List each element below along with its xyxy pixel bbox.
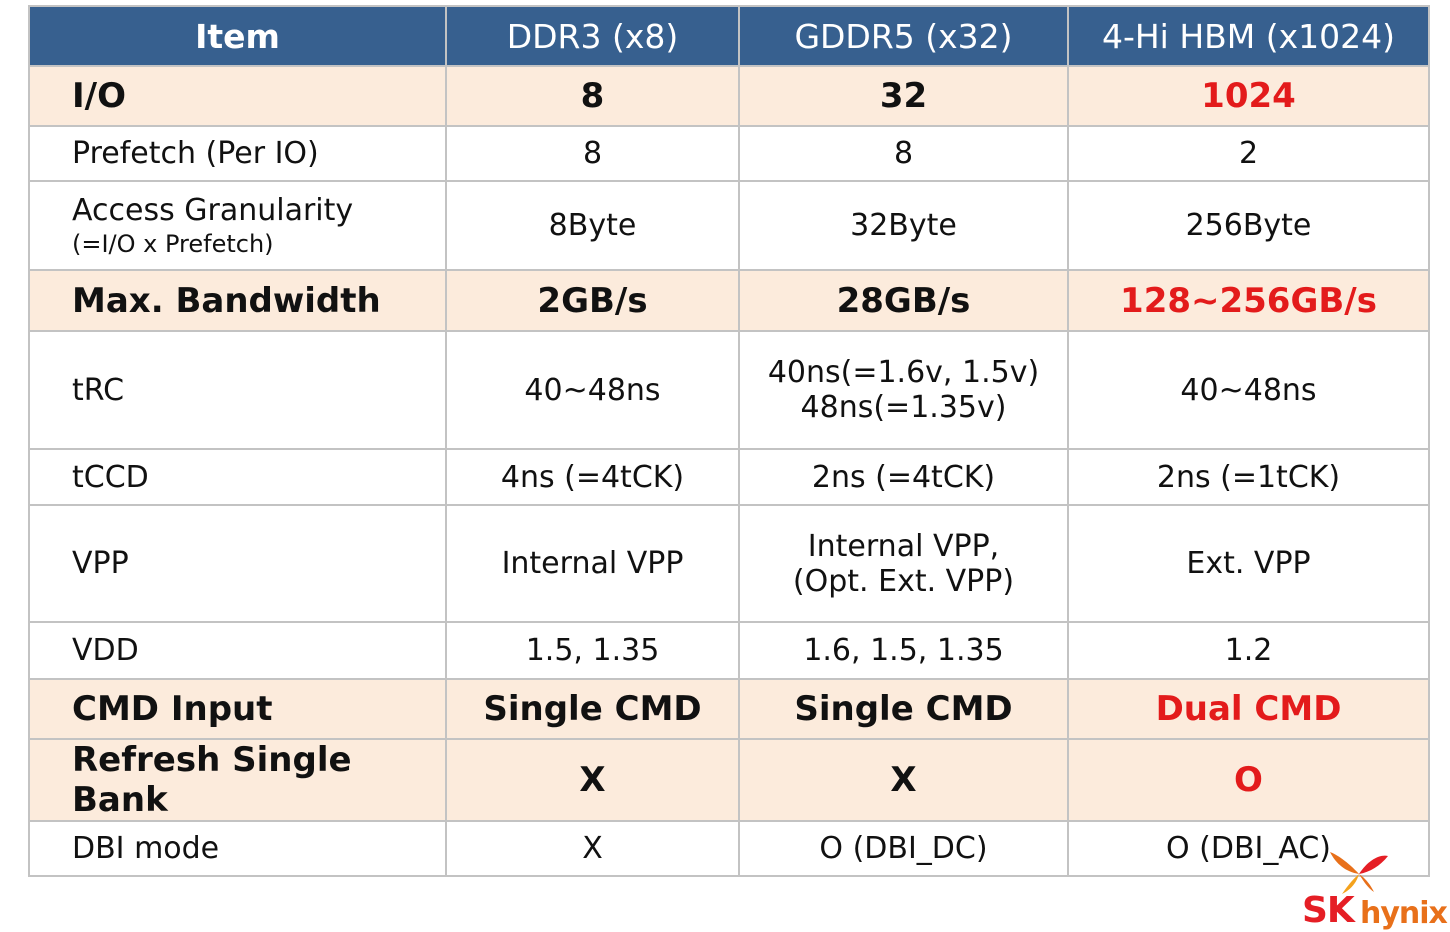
row-label: CMD Input <box>28 678 447 740</box>
cell-ddr3: X <box>445 738 740 822</box>
cell-ddr3: 4ns (=4tCK) <box>445 448 740 506</box>
row-tccd: tCCD 4ns (=4tCK) 2ns (=4tCK) 2ns (=1tCK) <box>28 448 1430 506</box>
cell-gddr5: X <box>738 738 1069 822</box>
row-label: VPP <box>28 504 447 623</box>
cell-gddr5: 32 <box>738 65 1069 127</box>
cell-gddr5-line-1: 40ns(=1.6v, 1.5v) <box>767 355 1040 390</box>
header-item: Item <box>28 5 447 67</box>
cell-hbm: 2ns (=1tCK) <box>1067 448 1430 506</box>
row-label: VDD <box>28 621 447 680</box>
logo-sk-text: SK <box>1302 890 1355 931</box>
row-prefetch: Prefetch (Per IO) 8 8 2 <box>28 125 1430 182</box>
cell-gddr5: 28GB/s <box>738 269 1069 332</box>
cell-ddr3: 8 <box>445 65 740 127</box>
row-label: Access Granularity <box>72 193 354 228</box>
cell-gddr5-line-2: 48ns(=1.35v) <box>800 390 1007 425</box>
butterfly-logo-icon <box>1330 852 1388 894</box>
row-access-granularity: Access Granularity (=I/O x Prefetch) 8By… <box>28 180 1430 271</box>
cell-gddr5: 2ns (=4tCK) <box>738 448 1069 506</box>
cell-hbm: Dual CMD <box>1067 678 1430 740</box>
cell-gddr5: 40ns(=1.6v, 1.5v) 48ns(=1.35v) <box>738 330 1069 450</box>
cell-ddr3: 1.5, 1.35 <box>445 621 740 680</box>
row-label: Refresh Single Bank <box>28 738 447 822</box>
header-ddr3: DDR3 (x8) <box>445 5 740 67</box>
row-label: tRC <box>28 330 447 450</box>
row-dbi-mode: DBI mode X O (DBI_DC) O (DBI_AC) <box>28 820 1430 877</box>
cell-hbm: 256Byte <box>1067 180 1430 271</box>
cell-ddr3: 40~48ns <box>445 330 740 450</box>
header-gddr5: GDDR5 (x32) <box>738 5 1069 67</box>
cell-gddr5: O (DBI_DC) <box>738 820 1069 877</box>
row-vdd: VDD 1.5, 1.35 1.6, 1.5, 1.35 1.2 <box>28 621 1430 680</box>
cell-hbm: O <box>1067 738 1430 822</box>
spec-comparison-table: Item DDR3 (x8) GDDR5 (x32) 4-Hi HBM (x10… <box>28 5 1430 877</box>
header-hbm: 4-Hi HBM (x1024) <box>1067 5 1430 67</box>
row-label-cell: Access Granularity (=I/O x Prefetch) <box>28 180 447 271</box>
cell-hbm: 1024 <box>1067 65 1430 127</box>
header-row: Item DDR3 (x8) GDDR5 (x32) 4-Hi HBM (x10… <box>28 5 1430 67</box>
cell-ddr3: X <box>445 820 740 877</box>
cell-ddr3: Internal VPP <box>445 504 740 623</box>
cell-hbm: 40~48ns <box>1067 330 1430 450</box>
cell-gddr5-line-2: (Opt. Ext. VPP) <box>792 563 1015 599</box>
row-io: I/O 8 32 1024 <box>28 65 1430 127</box>
cell-hbm: Ext. VPP <box>1067 504 1430 623</box>
sk-hynix-logo: SK hynix <box>1298 848 1450 932</box>
cell-gddr5-line-1: Internal VPP, <box>807 528 1000 564</box>
cell-ddr3: 8Byte <box>445 180 740 271</box>
row-label: I/O <box>28 65 447 127</box>
cell-gddr5: Single CMD <box>738 678 1069 740</box>
cell-gddr5: 8 <box>738 125 1069 182</box>
row-refresh-single-bank: Refresh Single Bank X X O <box>28 738 1430 822</box>
cell-ddr3: 8 <box>445 125 740 182</box>
cell-gddr5: 32Byte <box>738 180 1069 271</box>
cell-hbm: 2 <box>1067 125 1430 182</box>
cell-hbm: 128~256GB/s <box>1067 269 1430 332</box>
row-max-bandwidth: Max. Bandwidth 2GB/s 28GB/s 128~256GB/s <box>28 269 1430 332</box>
row-vpp: VPP Internal VPP Internal VPP, (Opt. Ext… <box>28 504 1430 623</box>
row-label: tCCD <box>28 448 447 506</box>
row-label-sub: (=I/O x Prefetch) <box>72 230 274 258</box>
cell-ddr3: Single CMD <box>445 678 740 740</box>
cell-hbm: 1.2 <box>1067 621 1430 680</box>
row-cmd-input: CMD Input Single CMD Single CMD Dual CMD <box>28 678 1430 740</box>
row-label: DBI mode <box>28 820 447 877</box>
cell-gddr5: Internal VPP, (Opt. Ext. VPP) <box>738 504 1069 623</box>
cell-gddr5: 1.6, 1.5, 1.35 <box>738 621 1069 680</box>
row-trc: tRC 40~48ns 40ns(=1.6v, 1.5v) 48ns(=1.35… <box>28 330 1430 450</box>
row-label: Prefetch (Per IO) <box>28 125 447 182</box>
row-label: Max. Bandwidth <box>28 269 447 332</box>
logo-hynix-text: hynix <box>1360 896 1448 931</box>
cell-ddr3: 2GB/s <box>445 269 740 332</box>
cell-hbm: O (DBI_AC) <box>1067 820 1430 877</box>
